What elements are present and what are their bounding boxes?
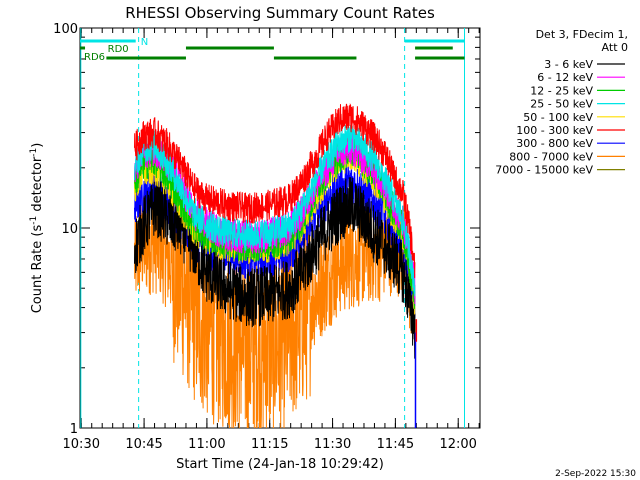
series-line-25-50keV [134, 122, 416, 297]
flag-label: RD6 [84, 52, 105, 63]
x-axis-label: Start Time (24-Jan-18 10:29:42) [176, 457, 384, 472]
legend-header-line2: Att 0 [602, 41, 628, 54]
series-line-3-6keV [134, 177, 416, 359]
flag-label: N [141, 37, 148, 48]
x-tick-label: 12:00 [439, 437, 476, 452]
x-tick-label: 11:00 [188, 437, 225, 452]
series-line-100-300keV [134, 103, 416, 278]
legend-entry-label: 100 - 300 keV [516, 124, 593, 137]
legend-entry-label: 3 - 6 keV [544, 58, 593, 71]
x-tick-label: 10:45 [125, 437, 162, 452]
y-axis-label: Count Rate (s-1 detector-1) [29, 143, 45, 314]
legend-entry-label: 12 - 25 keV [530, 84, 593, 97]
legend-entry-label: 25 - 50 keV [530, 98, 593, 111]
x-tick-label: 10:30 [63, 437, 100, 452]
series-group [134, 103, 418, 429]
y-axis-label-sup: -1 [29, 216, 39, 225]
legend-entry-label: 800 - 7000 keV [509, 150, 593, 163]
axis-ticks: 1 10 100 10:30 10:45 11:00 11:15 11:30 11:45 12:0… [53, 22, 480, 452]
y-axis-label-mid: detector [30, 156, 45, 216]
y-axis-label-main: Count Rate (s [30, 225, 45, 314]
flag-label: RD0 [108, 44, 129, 55]
x-tick-label: 11:45 [377, 437, 414, 452]
chart-title: RHESSI Observing Summary Count Rates [125, 4, 435, 22]
legend-entry-label: 6 - 12 keV [537, 71, 593, 84]
x-tick-label: 11:15 [251, 437, 288, 452]
legend-header-line1: Det 3, FDecim 1, [536, 28, 628, 41]
x-tick-label: 11:30 [314, 437, 351, 452]
y-axis-label-sup2: -1 [29, 148, 39, 157]
legend-entry-label: 50 - 100 keV [523, 111, 593, 124]
legend-entry-label: 7000 - 15000 keV [495, 164, 593, 177]
timestamp: 2-Sep-2022 15:30 [555, 469, 636, 479]
legend-entry-label: 300 - 800 keV [516, 137, 593, 150]
y-axis-label-end: ) [30, 143, 45, 148]
y-tick-label: 100 [53, 22, 78, 37]
y-tick-label: 1 [70, 422, 78, 437]
y-tick-label: 10 [61, 222, 78, 237]
